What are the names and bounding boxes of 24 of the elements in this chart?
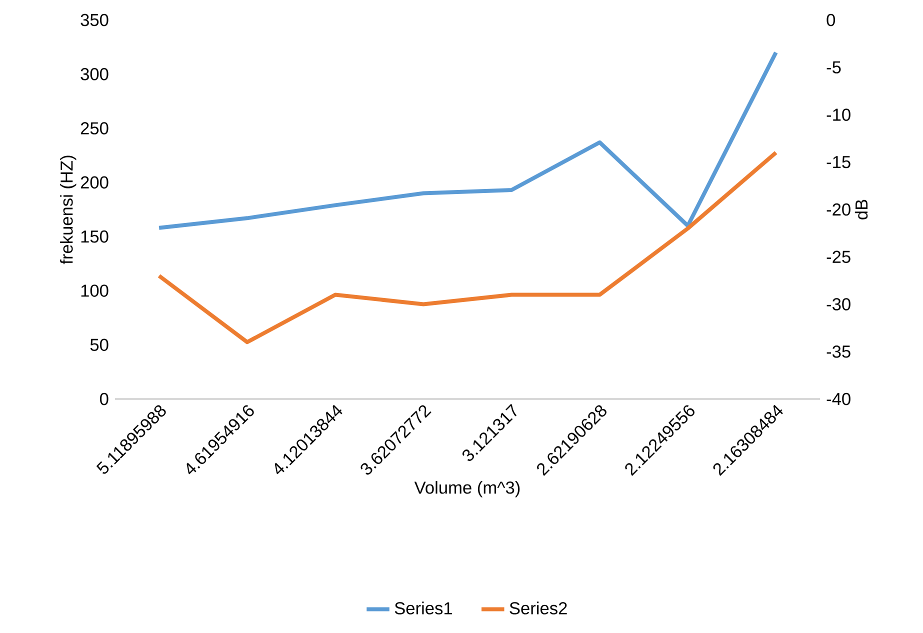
y-tick-label: 50 [90,338,108,351]
y2-tick-label: -15 [826,156,850,168]
y-axis-title: frekuensi (HZ) [60,156,76,264]
line-series [157,150,778,344]
line-series [157,50,778,230]
y-tick-label: 350 [80,14,108,26]
y-tick-label: 200 [80,176,108,189]
y2-tick-label: -30 [826,298,850,310]
y2-tick-label: -10 [826,108,850,121]
y-tick-label: 150 [81,230,108,243]
y-tick-label: 100 [81,284,108,297]
y2-axis-title: dB [854,200,868,220]
y2-tick-label: -35 [826,345,850,358]
y2-tick-label: -5 [826,61,841,74]
legend-label: Series1 [394,602,452,614]
y2-tick-label: 0 [826,14,836,26]
y-tick-label: 300 [80,68,108,80]
y2-tick-label: -25 [826,250,850,264]
y-tick-label: 0 [100,392,108,406]
legend-label: Series2 [510,602,567,614]
y-tick-label: 250 [80,122,108,134]
y2-tick-label: -40 [826,392,850,406]
x-axis-title: Volume (m^3) [414,481,520,498]
y2-tick-label: -20 [826,203,850,216]
